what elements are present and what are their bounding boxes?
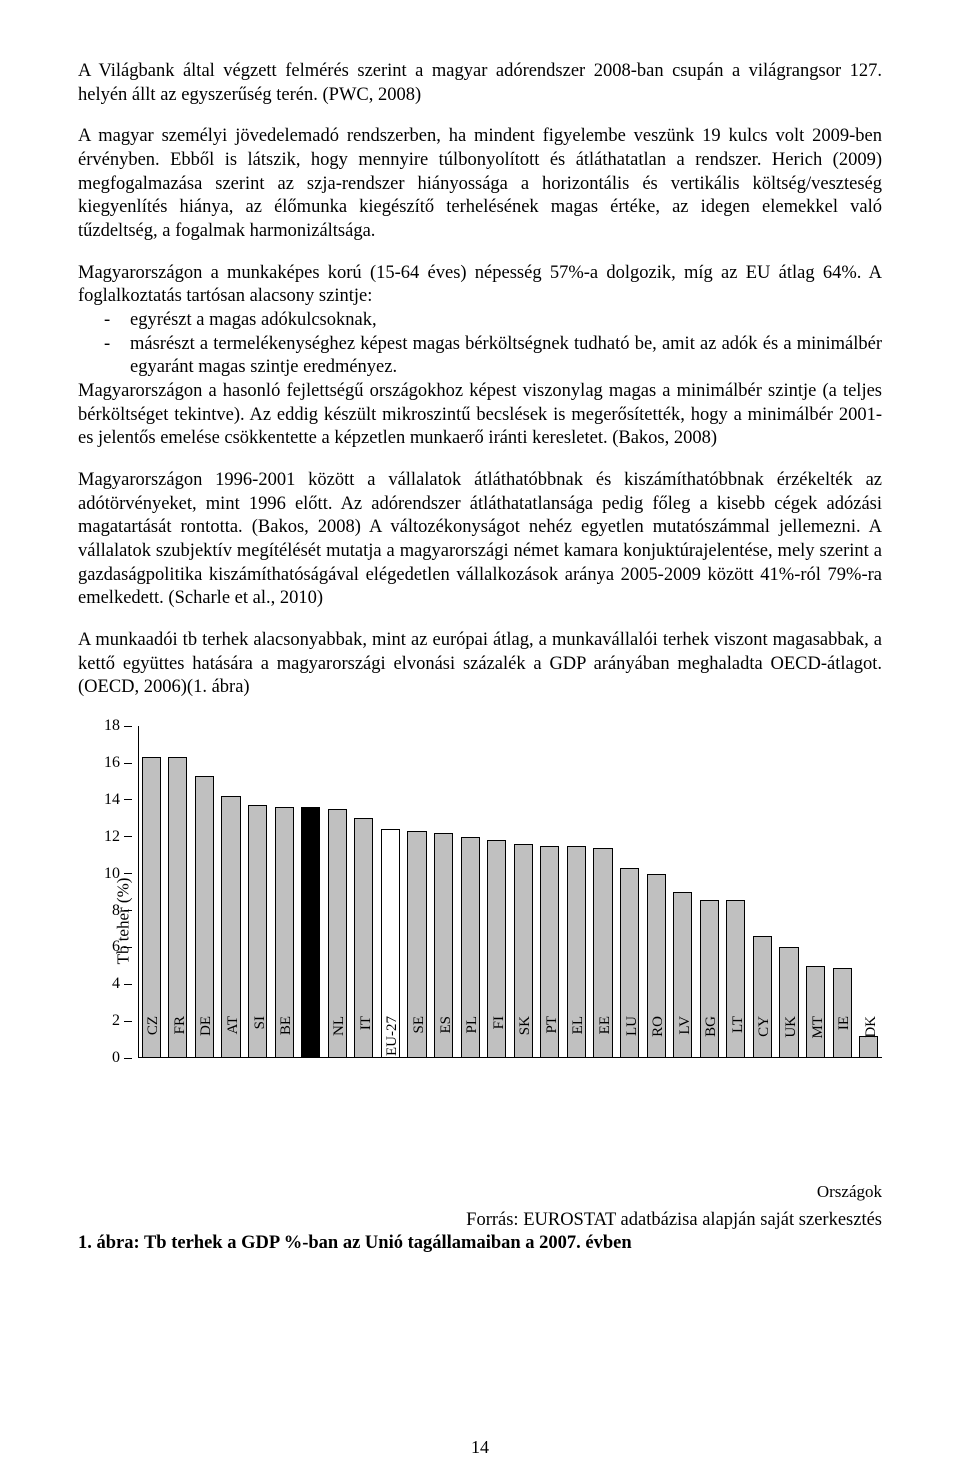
tb-bar-chart: Tb teher (%) CZFRDEATSIBEHUNLITEU-27SEES… <box>78 726 882 1116</box>
tb-chart-container: Tb teher (%) CZFRDEATSIBEHUNLITEU-27SEES… <box>78 726 882 1254</box>
chart-x-tick-label: CY <box>756 1016 773 1066</box>
chart-y-tick-mark <box>124 873 132 874</box>
chart-bar-fill <box>142 757 161 1058</box>
chart-y-tick-label: 6 <box>78 938 120 956</box>
chart-x-tick-label: CZ <box>145 1016 162 1066</box>
chart-x-tick-label: FR <box>172 1016 189 1066</box>
chart-x-labels: CZFRDEATSIBEHUNLITEU-27SEESPLFISKPTELEEL… <box>138 1058 882 1116</box>
chart-y-tick: 8 <box>78 902 138 920</box>
paragraph-4: Magyarországon 1996-2001 között a vállal… <box>78 469 882 611</box>
paragraph-3: Magyarországon a munkaképes korú (15-64 … <box>78 262 882 451</box>
page-number: 14 <box>0 1437 960 1458</box>
chart-y-tick-mark <box>124 726 132 727</box>
chart-x-tick-label: SE <box>411 1016 428 1066</box>
chart-y-tick-label: 16 <box>78 754 120 772</box>
chart-y-tick: 0 <box>78 1049 138 1067</box>
chart-y-tick: 2 <box>78 1012 138 1030</box>
chart-x-tick-label: EU-27 <box>384 1016 401 1066</box>
chart-x-tick-label: UK <box>783 1016 800 1066</box>
chart-y-tick: 6 <box>78 938 138 956</box>
chart-x-tick-label: BE <box>278 1016 295 1066</box>
chart-x-tick-label: SK <box>517 1016 534 1066</box>
paragraph-3-tail: Magyarországon a hasonló fejlettségű ors… <box>78 380 882 451</box>
chart-y-tick-label: 2 <box>78 1012 120 1030</box>
chart-y-tick-label: 0 <box>78 1049 120 1067</box>
chart-x-tick-label: PL <box>464 1016 481 1066</box>
chart-bars <box>138 726 882 1058</box>
chart-x-tick-label: MT <box>810 1016 827 1066</box>
paragraph-1: A Világbank által végzett felmérés szeri… <box>78 60 882 107</box>
chart-caption: 1. ábra: Tb terhek a GDP %-ban az Unió t… <box>78 1233 882 1254</box>
chart-x-tick-label: HU <box>305 1016 322 1066</box>
chart-y-tick-mark <box>124 1021 132 1022</box>
paragraph-3-lead: Magyarországon a munkaképes korú (15-64 … <box>78 262 882 309</box>
chart-x-tick-label: SI <box>252 1016 269 1066</box>
paragraph-2: A magyar személyi jövedelemadó rendszerb… <box>78 125 882 243</box>
list-item: másrészt a termelékenységhez képest maga… <box>130 333 882 380</box>
chart-y-tick-label: 18 <box>78 717 120 735</box>
chart-x-tick-label: IE <box>836 1016 853 1066</box>
chart-y-tick: 12 <box>78 828 138 846</box>
chart-y-tick: 18 <box>78 717 138 735</box>
chart-y-tick-label: 10 <box>78 865 120 883</box>
chart-x-tick-label: DE <box>198 1016 215 1066</box>
chart-x-tick-label: PT <box>544 1016 561 1066</box>
chart-y-tick-label: 4 <box>78 975 120 993</box>
chart-y-tick-mark <box>124 836 132 837</box>
chart-source: Forrás: EUROSTAT adatbázisa alapján sajá… <box>78 1210 882 1231</box>
chart-x-tick-label: LU <box>624 1016 641 1066</box>
chart-y-tick-label: 8 <box>78 902 120 920</box>
chart-x-tick-label: EE <box>597 1016 614 1066</box>
chart-y-tick: 4 <box>78 975 138 993</box>
chart-y-tick-mark <box>124 984 132 985</box>
chart-y-tick-label: 14 <box>78 791 120 809</box>
chart-x-tick-label: IT <box>358 1016 375 1066</box>
chart-y-tick: 14 <box>78 791 138 809</box>
chart-x-tick-label: NL <box>331 1016 348 1066</box>
chart-y-tick-mark <box>124 799 132 800</box>
chart-x-tick-label: ES <box>438 1016 455 1066</box>
chart-x-tick-label: LT <box>730 1016 747 1066</box>
chart-bar <box>142 757 161 1058</box>
chart-x-tick-label: RO <box>650 1016 667 1066</box>
chart-y-tick-mark <box>124 763 132 764</box>
chart-x-tick-label: DK <box>863 1016 880 1066</box>
chart-bar <box>168 757 187 1058</box>
chart-y-tick: 10 <box>78 865 138 883</box>
list-item: egyrészt a magas adókulcsoknak, <box>130 309 882 333</box>
chart-bar-fill <box>168 757 187 1058</box>
chart-x-tick-label: BG <box>703 1016 720 1066</box>
chart-y-tick-label: 12 <box>78 828 120 846</box>
chart-x-legend: Országok <box>817 1182 882 1202</box>
chart-y-tick-mark <box>124 947 132 948</box>
chart-y-tick: 16 <box>78 754 138 772</box>
chart-x-tick-label: FI <box>491 1016 508 1066</box>
chart-y-tick-mark <box>124 910 132 911</box>
chart-x-tick-label: EL <box>570 1016 587 1066</box>
chart-x-tick-label: LV <box>677 1016 694 1066</box>
paragraph-5: A munkaadói tb terhek alacsonyabbak, min… <box>78 629 882 700</box>
paragraph-3-list: egyrészt a magas adókulcsoknak, másrészt… <box>78 309 882 380</box>
chart-y-tick-mark <box>124 1058 132 1059</box>
chart-x-tick-label: AT <box>225 1016 242 1066</box>
